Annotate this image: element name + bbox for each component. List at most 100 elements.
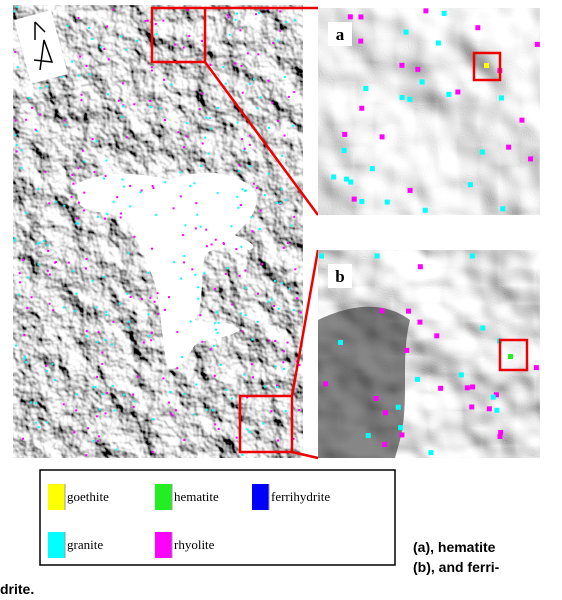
speck — [122, 105, 124, 107]
speck — [155, 214, 157, 216]
speck — [438, 386, 443, 391]
speck — [241, 138, 243, 140]
speck — [112, 321, 114, 323]
speck — [251, 230, 253, 232]
speck — [260, 210, 262, 212]
speck — [245, 314, 247, 316]
speck — [528, 156, 533, 161]
speck — [270, 410, 272, 412]
speck — [279, 10, 281, 12]
speck — [101, 352, 103, 354]
speck — [157, 292, 159, 294]
speck — [468, 182, 473, 187]
speck — [105, 175, 107, 177]
speck — [151, 248, 153, 250]
speck — [104, 339, 106, 341]
speck — [37, 188, 39, 190]
speck — [469, 404, 474, 409]
speck — [180, 195, 182, 197]
speck — [229, 34, 231, 36]
speck — [259, 228, 261, 230]
speck — [39, 113, 41, 115]
speck — [86, 330, 88, 332]
speck — [257, 53, 259, 55]
speck — [189, 185, 191, 187]
speck — [67, 25, 69, 27]
speck — [238, 170, 240, 172]
speck — [87, 427, 89, 429]
speck — [44, 171, 46, 173]
speck — [54, 379, 56, 381]
speck — [506, 145, 511, 150]
speck — [200, 165, 202, 167]
speck — [206, 245, 208, 247]
speck — [285, 21, 287, 23]
legend-label: hematite — [174, 489, 219, 504]
speck — [245, 287, 247, 289]
speck — [194, 274, 196, 276]
speck — [31, 296, 33, 298]
speck — [112, 385, 114, 387]
legend-swatch — [155, 532, 172, 558]
speck — [277, 120, 279, 122]
caption-line: drite. — [0, 581, 34, 597]
speck — [294, 19, 296, 21]
speck — [105, 412, 107, 414]
speck — [208, 153, 210, 155]
speck — [264, 386, 266, 388]
speck — [113, 201, 115, 203]
speck — [385, 200, 390, 205]
speck — [97, 216, 99, 218]
speck — [91, 38, 93, 40]
speck — [359, 106, 364, 111]
speck — [164, 181, 166, 183]
speck — [359, 199, 364, 204]
speck — [235, 248, 237, 250]
speck — [396, 405, 401, 410]
speck — [480, 150, 485, 155]
speck — [215, 239, 217, 241]
speck — [470, 253, 475, 258]
speck — [274, 340, 276, 342]
speck — [176, 367, 178, 369]
speck — [191, 268, 193, 270]
speck — [152, 451, 154, 453]
inset-a: a — [318, 8, 540, 215]
speck — [399, 432, 404, 437]
speck — [74, 310, 76, 312]
speck — [287, 342, 289, 344]
speck — [128, 252, 130, 254]
speck — [54, 262, 56, 264]
speck — [201, 341, 203, 343]
speck — [63, 403, 65, 405]
speck — [150, 106, 152, 108]
speck — [130, 296, 132, 298]
speck — [14, 237, 16, 239]
speck — [491, 395, 496, 400]
speck — [77, 17, 79, 19]
speck — [39, 87, 41, 89]
speck — [197, 286, 199, 288]
speck — [129, 185, 131, 187]
speck — [272, 102, 274, 104]
speck — [240, 246, 242, 248]
speck — [106, 392, 108, 394]
legend-swatch — [252, 484, 269, 510]
speck — [227, 14, 229, 16]
speck — [319, 254, 324, 259]
speck — [285, 410, 287, 412]
speck — [106, 213, 108, 215]
speck — [225, 273, 227, 275]
speck — [290, 225, 292, 227]
speck — [173, 207, 175, 209]
speck — [119, 303, 121, 305]
speck — [92, 138, 94, 140]
speck — [298, 409, 300, 411]
speck — [93, 440, 95, 442]
speck — [148, 272, 150, 274]
speck — [234, 62, 236, 64]
speck — [519, 118, 524, 123]
speck — [225, 389, 227, 391]
speck — [203, 272, 205, 274]
speck — [136, 40, 138, 42]
